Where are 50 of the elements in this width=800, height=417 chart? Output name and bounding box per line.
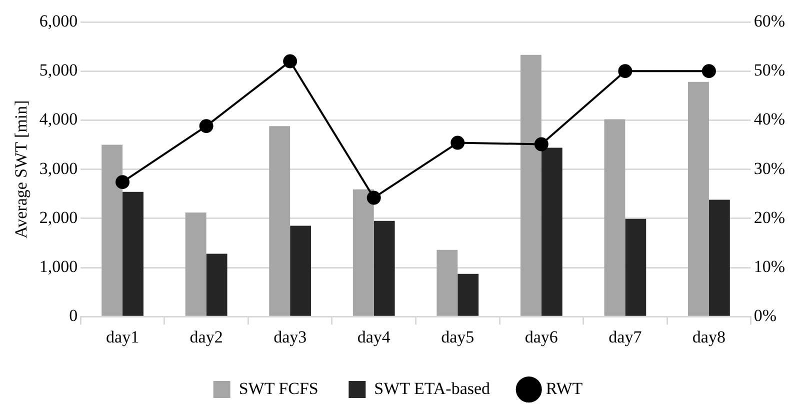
bar	[708, 200, 730, 316]
y2-tick-label: 0%	[754, 306, 777, 326]
legend-label: RWT	[546, 378, 584, 398]
bar	[604, 119, 626, 316]
point	[283, 54, 298, 68]
bar	[436, 250, 458, 316]
bar	[520, 54, 542, 316]
x-tick-label: day4	[357, 327, 391, 346]
y2-tick-label: 60%	[754, 11, 786, 30]
x-tick-label: day3	[274, 327, 307, 346]
bar	[185, 212, 206, 316]
y-tick-label: 1,000	[39, 256, 78, 276]
x-tick-label: day8	[692, 327, 726, 346]
bar	[122, 192, 144, 316]
y2-tick-label: 20%	[754, 208, 786, 227]
bar	[269, 126, 290, 316]
bar	[102, 144, 123, 316]
bar	[206, 254, 228, 316]
x-tick-label: day7	[608, 327, 642, 346]
x-tick-label: day2	[190, 327, 223, 346]
y-axis-title: Average SWT [min]	[12, 100, 31, 238]
y2-tick-label: 30%	[754, 158, 786, 178]
bar	[625, 218, 646, 316]
y-tick-label: 3,000	[39, 158, 78, 178]
x-tick-label: day1	[106, 327, 140, 346]
legend-label: SWT FCFS	[238, 378, 318, 398]
bar	[374, 220, 395, 316]
bar	[458, 274, 479, 316]
bar	[541, 148, 562, 316]
y-tick-label: 4,000	[39, 110, 78, 129]
y-tick-label: 5,000	[39, 60, 78, 80]
x-tick-label: day5	[441, 327, 474, 346]
point	[116, 175, 130, 190]
y-tick-label: 6,000	[39, 11, 78, 30]
point	[618, 64, 632, 78]
legend-label: SWT ETA-based	[374, 378, 491, 398]
y-tick-label: 2,000	[39, 208, 78, 227]
point	[702, 64, 716, 78]
point	[450, 136, 465, 150]
point	[199, 119, 214, 134]
y2-tick-label: 40%	[754, 110, 786, 129]
y2-tick-label: 10%	[754, 256, 786, 276]
bar	[352, 189, 374, 316]
x-tick-label: day6	[524, 327, 558, 346]
point	[534, 137, 548, 152]
bar	[688, 82, 709, 316]
bar	[290, 226, 312, 316]
y-tick-label: 0	[69, 306, 78, 326]
y2-tick-label: 50%	[754, 60, 786, 80]
point	[366, 190, 381, 205]
